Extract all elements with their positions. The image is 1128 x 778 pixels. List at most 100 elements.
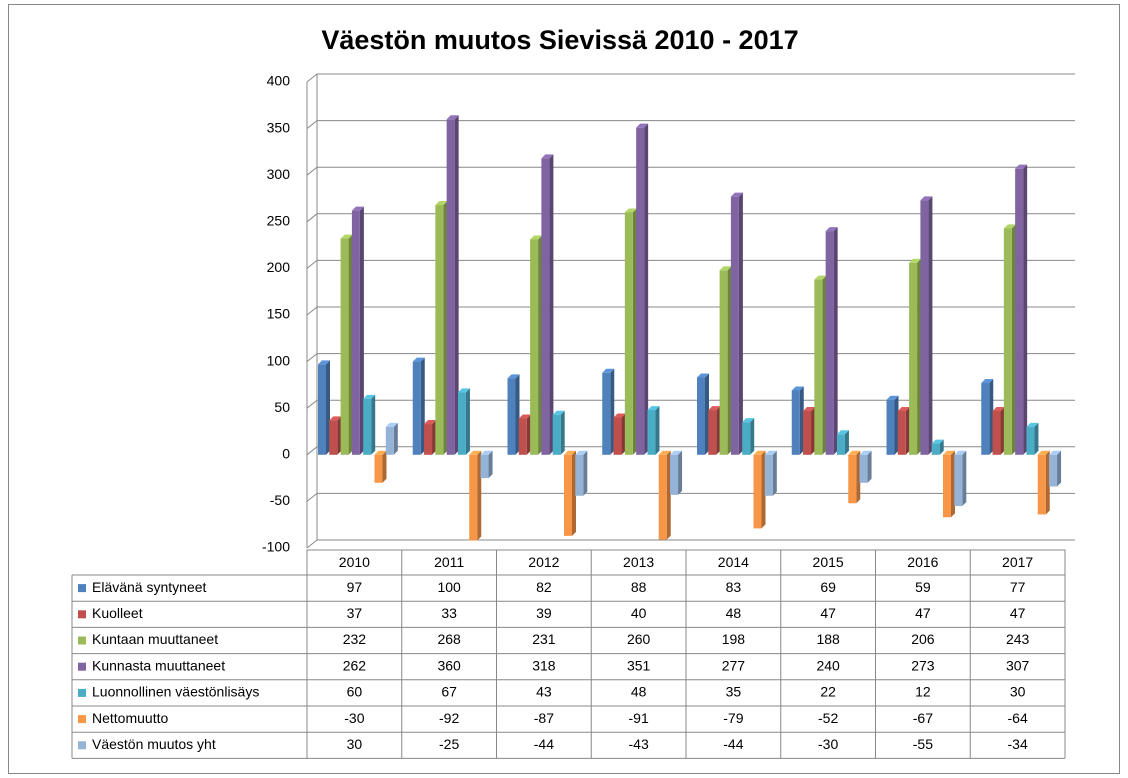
bar: [943, 454, 951, 518]
bar-side: [443, 201, 448, 455]
bar-top: [1026, 422, 1039, 427]
bar: [1037, 454, 1046, 515]
y-tick-label: 150: [267, 306, 291, 322]
table-value: 262: [343, 657, 367, 673]
bar-top: [552, 410, 565, 415]
bar-side: [844, 430, 849, 455]
bar-top: [363, 394, 376, 399]
bar-top: [613, 413, 626, 418]
bar-side: [1034, 422, 1039, 455]
bar-side: [856, 450, 861, 504]
table-value: -64: [1008, 710, 1028, 726]
table-value: 35: [726, 684, 742, 700]
table-value: -55: [913, 736, 933, 752]
bar-top: [859, 450, 872, 455]
bar-top: [1003, 224, 1016, 229]
bar: [412, 361, 421, 455]
bar-side: [572, 450, 576, 536]
table-value: 47: [1010, 605, 1026, 621]
table-value: 48: [631, 684, 647, 700]
bar-top: [836, 430, 849, 435]
x-tick-label: 2013: [623, 554, 654, 570]
bar-top: [575, 450, 588, 455]
table-value: -91: [629, 710, 649, 726]
legend-key: [78, 715, 86, 724]
bar-top: [412, 357, 425, 362]
bar: [329, 420, 338, 455]
chart-title: Väestön muutos Sievissä 2010 - 2017: [321, 25, 798, 55]
table-value: 318: [532, 657, 556, 673]
bar: [992, 410, 1001, 455]
bar: [374, 454, 383, 483]
table-value: 88: [631, 579, 647, 595]
bar: [753, 454, 762, 529]
bar-top: [670, 450, 683, 455]
bar: [719, 270, 728, 455]
bar-top: [658, 450, 671, 455]
grid-line: [306, 166, 1075, 176]
bar-top: [374, 450, 387, 455]
bar: [530, 239, 539, 455]
bar-top: [1037, 450, 1050, 455]
bar-side: [939, 439, 944, 455]
table-value: 82: [536, 579, 552, 595]
table-value: 69: [820, 579, 836, 595]
table-value: -87: [534, 710, 554, 726]
bar: [920, 200, 929, 455]
bar-top: [920, 196, 933, 201]
bar-top: [318, 360, 330, 365]
bar-side: [962, 450, 967, 507]
bar: [518, 418, 527, 455]
bar-top: [931, 439, 944, 444]
bar-side: [1057, 450, 1062, 487]
bar-side: [454, 115, 459, 455]
bar-side: [1045, 450, 1050, 515]
table-value: 60: [347, 684, 363, 700]
bar-side: [583, 450, 588, 496]
bar-top: [697, 373, 709, 378]
table-value: 12: [915, 684, 931, 700]
y-tick-label: 200: [267, 259, 291, 275]
bar-top: [530, 235, 543, 240]
legend-key: [78, 610, 86, 619]
bar-side: [716, 406, 721, 455]
bar-side: [393, 422, 398, 455]
bar: [859, 454, 868, 483]
bar: [742, 422, 751, 455]
bar: [886, 399, 895, 455]
table-value: 37: [347, 605, 363, 621]
bar: [363, 398, 372, 455]
bar-side: [799, 386, 804, 455]
bar-side: [538, 235, 543, 455]
y-tick-label: 50: [274, 399, 290, 415]
legend-key: [78, 741, 86, 750]
bar-top: [351, 206, 364, 211]
y-tick-label: 350: [267, 119, 291, 135]
bar-side: [761, 450, 766, 529]
bar-top: [943, 450, 955, 455]
bar-top: [708, 406, 721, 411]
table-value: 30: [347, 736, 363, 752]
bar-side: [867, 450, 872, 483]
bar: [636, 127, 645, 455]
bar: [670, 454, 679, 495]
bar: [1049, 454, 1058, 487]
bar-top: [480, 450, 493, 455]
bar-top: [602, 368, 615, 373]
bar-side: [432, 420, 437, 455]
bar-top: [791, 386, 804, 391]
bar: [981, 383, 990, 455]
grid-line: [306, 492, 1075, 502]
bar: [318, 364, 326, 455]
bar-side: [678, 450, 683, 495]
bar: [658, 454, 667, 540]
bar-top: [764, 450, 777, 455]
bar: [836, 434, 845, 455]
bar: [340, 238, 349, 455]
table-value: 231: [532, 631, 556, 647]
bar-side: [348, 234, 353, 455]
table-value: 100: [437, 579, 461, 595]
table-value: -44: [534, 736, 554, 752]
bar-side: [515, 374, 520, 455]
bar-top: [1015, 164, 1028, 169]
